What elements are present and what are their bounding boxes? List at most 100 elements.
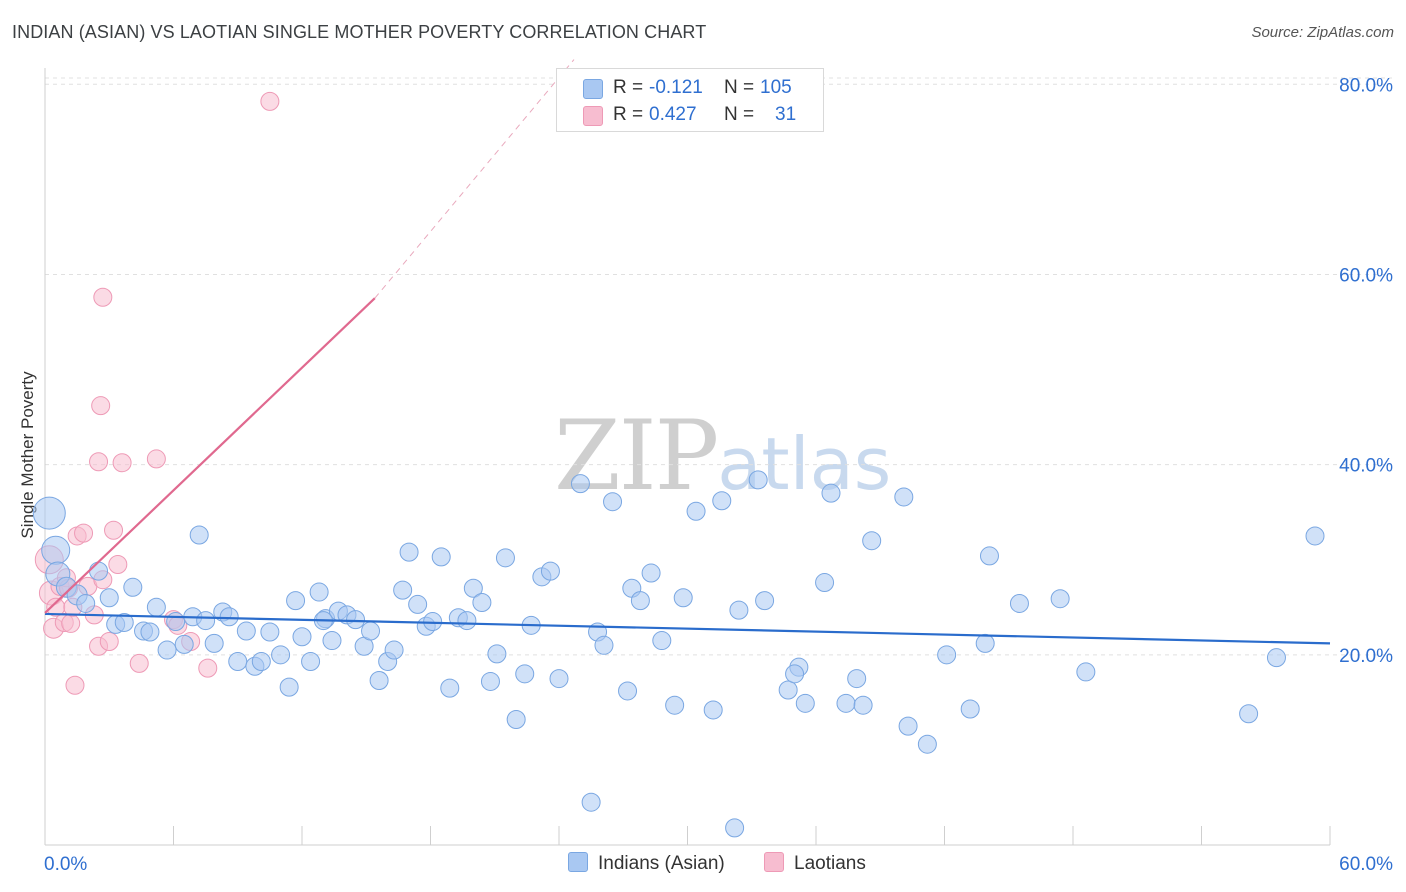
laotians-trend-extension: [374, 59, 575, 299]
y-tick-label: 40.0%: [1339, 456, 1393, 477]
data-point: [463, 578, 483, 598]
data-point: [594, 635, 614, 655]
data-point: [108, 554, 128, 574]
data-point: [778, 680, 798, 700]
data-point: [346, 610, 366, 630]
data-point: [399, 542, 419, 562]
x-tick-labels: 0.0% 60.0%: [44, 854, 1393, 875]
data-point: [65, 675, 85, 695]
data-point: [104, 520, 124, 540]
data-point: [369, 670, 389, 690]
data-point: [61, 613, 81, 633]
series-legend: Indians (Asian) Laotians: [0, 852, 1406, 878]
y-tick-labels: 20.0% 40.0% 60.0% 80.0%: [1339, 75, 1393, 667]
data-point: [815, 573, 835, 593]
data-point: [549, 669, 569, 689]
data-point: [260, 622, 280, 642]
legend-r-value: -0.121: [649, 77, 703, 98]
data-point: [140, 622, 160, 642]
data-point: [74, 523, 94, 543]
data-point: [729, 600, 749, 620]
indians-points: [32, 470, 1325, 838]
legend-r-value: 0.427: [649, 104, 697, 125]
legend-swatch-blue: [568, 852, 588, 872]
data-point: [76, 593, 96, 613]
indians-trend-line: [44, 612, 1331, 645]
data-point: [99, 588, 119, 608]
legend-label-laotians: Laotians: [794, 853, 866, 874]
data-point: [540, 561, 560, 581]
data-point: [603, 492, 623, 512]
data-point: [487, 644, 507, 664]
laotians-trend-line: [44, 297, 376, 614]
data-point: [937, 645, 957, 665]
watermark-atlas: atlas: [717, 422, 892, 506]
data-point: [146, 597, 166, 617]
data-point: [251, 651, 271, 671]
data-point: [652, 631, 672, 651]
data-point: [712, 491, 732, 511]
correlation-legend: R = -0.121 N = 105 R = 0.427 N = 31: [556, 68, 824, 132]
y-tick-label: 60.0%: [1339, 265, 1393, 286]
data-point: [292, 627, 312, 647]
legend-swatch-pink: [764, 852, 784, 872]
legend-r-label: R =: [613, 104, 644, 125]
data-point: [219, 607, 239, 627]
grid-lines: [45, 77, 1392, 656]
data-point: [123, 577, 143, 597]
legend-item-laotians[interactable]: Laotians: [764, 852, 866, 875]
data-point: [506, 709, 526, 729]
data-point: [236, 621, 256, 641]
legend-item-indians[interactable]: Indians (Asian): [568, 852, 725, 875]
source-label[interactable]: Source: ZipAtlas.com: [1251, 24, 1394, 41]
data-point: [286, 591, 306, 611]
data-point: [795, 693, 815, 713]
data-point: [99, 632, 119, 652]
data-point: [166, 612, 186, 632]
data-point: [114, 612, 134, 632]
data-point: [457, 611, 477, 631]
axes: [44, 68, 1331, 846]
data-point: [271, 645, 291, 665]
data-point: [703, 700, 723, 720]
data-point: [665, 695, 685, 715]
data-point: [894, 487, 914, 507]
data-point: [228, 651, 248, 671]
data-point: [755, 591, 775, 611]
data-point: [581, 792, 601, 812]
data-point: [157, 640, 177, 660]
data-point: [1009, 593, 1029, 613]
data-point: [836, 693, 856, 713]
data-point: [189, 525, 209, 545]
data-point: [279, 677, 299, 697]
legend-swatch-blue: [583, 79, 603, 99]
data-point: [979, 546, 999, 566]
data-point: [630, 591, 650, 611]
data-point: [960, 699, 980, 719]
data-point: [1076, 662, 1096, 682]
data-point: [641, 563, 661, 583]
data-point: [898, 716, 918, 736]
legend-n-value: 31: [775, 104, 797, 125]
data-point: [686, 501, 706, 521]
data-point: [89, 452, 109, 472]
data-point: [480, 671, 500, 691]
data-point: [301, 651, 321, 671]
data-point: [174, 634, 194, 654]
data-point: [1239, 704, 1259, 724]
x-tick-label-min: 0.0%: [44, 854, 87, 875]
data-point: [862, 531, 882, 551]
data-point: [495, 548, 515, 568]
watermark: ZIPatlas: [554, 400, 891, 512]
data-point: [196, 611, 216, 631]
legend-n-value: 105: [760, 77, 792, 98]
data-point: [198, 658, 218, 678]
data-point: [618, 681, 638, 701]
data-point: [975, 633, 995, 653]
legend-row-indians: R = -0.121 N = 105: [557, 75, 823, 101]
data-point: [1266, 648, 1286, 668]
legend-r-label: R =: [613, 77, 644, 98]
legend-label-indians: Indians (Asian): [598, 853, 725, 874]
data-point: [673, 588, 693, 608]
